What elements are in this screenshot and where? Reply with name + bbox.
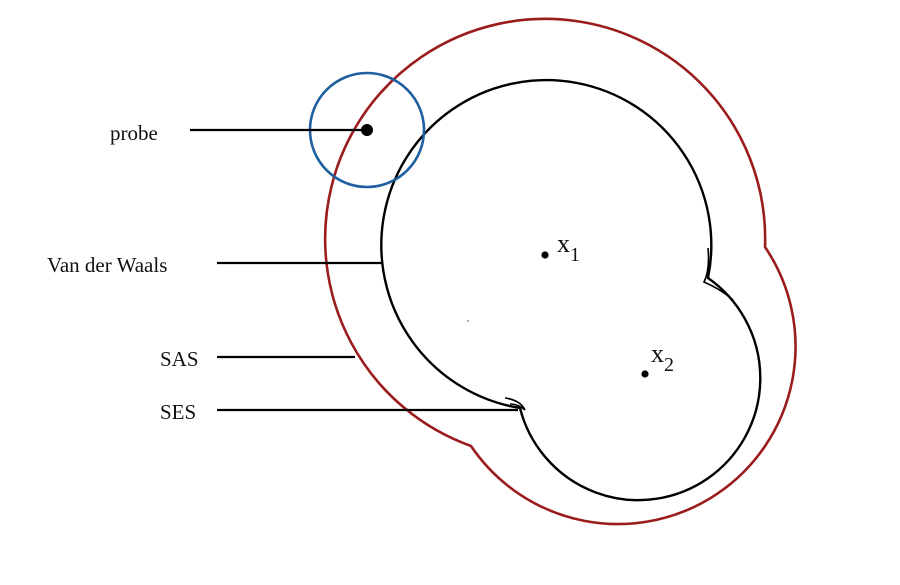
sas-surface [323,17,797,526]
ses-cusp-upper [702,247,734,301]
atom-label-1-name: x [557,229,570,258]
ses-cusp-lower [504,397,526,411]
atom-label-1: x1 [557,229,580,266]
stray-mark [467,320,469,322]
vdw-surface [380,78,762,502]
vdw-label: Van der Waals [47,253,167,277]
ses-label: SES [160,400,196,424]
atom-label-2-name: x [651,339,664,368]
probe-label: probe [110,121,158,145]
atom-center-dot-1 [541,251,549,259]
atom-label-1-sub: 1 [570,244,580,266]
atom-center-dot-2 [641,370,649,378]
probe-center-dot [361,124,373,136]
atom-label-2-sub: 2 [664,354,674,376]
sas-label: SAS [160,347,199,371]
atom-label-2: x2 [651,339,674,376]
